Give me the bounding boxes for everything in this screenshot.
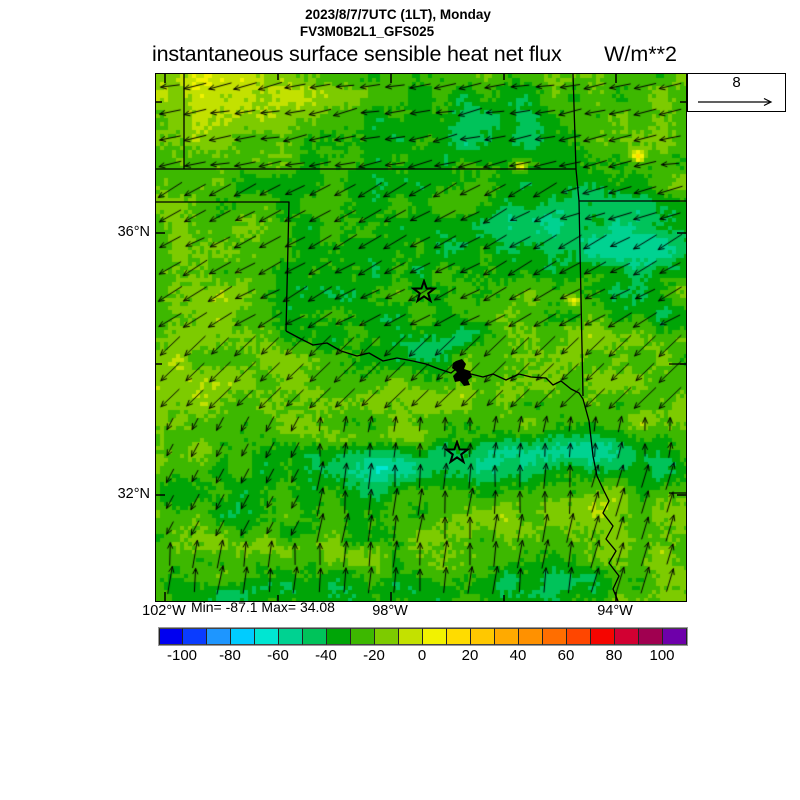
wind-reference-arrow-icon xyxy=(698,97,773,107)
units-label: W/m**2 xyxy=(604,42,677,66)
colorbar-cell xyxy=(207,628,231,645)
colorbar-cell xyxy=(183,628,207,645)
heat-flux-field-canvas xyxy=(156,74,686,601)
border-oklahoma-panhandle-texas xyxy=(156,201,290,332)
wind-reference-legend: 8 xyxy=(687,73,786,112)
borders-rivers-overlay xyxy=(156,74,686,601)
colorbar-cell xyxy=(159,628,183,645)
colorbar-cell xyxy=(231,628,255,645)
colorbar-tick-label: 100 xyxy=(649,647,675,664)
colorbar-tick-label: 40 xyxy=(509,647,527,664)
colorbar-cell xyxy=(351,628,375,645)
lat-tick-label: 36°N xyxy=(117,224,150,240)
colorbar-tick-label: -40 xyxy=(315,647,337,664)
colorbar-cell xyxy=(615,628,639,645)
colorbar-tick-label: -20 xyxy=(363,647,385,664)
star-icon xyxy=(443,438,471,465)
colorbar-cell xyxy=(399,628,423,645)
colorbar-cell xyxy=(519,628,543,645)
colorbar-cell xyxy=(255,628,279,645)
colorbar-cell xyxy=(543,628,567,645)
colorbar-cell xyxy=(327,628,351,645)
colorbar-tick-label: 20 xyxy=(461,647,479,664)
colorbar-cell xyxy=(303,628,327,645)
lat-tick-label: 32°N xyxy=(117,486,150,502)
colorbar-tick-label: 80 xyxy=(605,647,623,664)
lon-tick-label: 98°W xyxy=(372,603,408,619)
colorbar-tick-label: 60 xyxy=(557,647,575,664)
city-star-marker-dallas xyxy=(443,438,471,466)
model-run-title: FV3M0B2L1_GFS025 xyxy=(299,24,435,39)
colorbar-cell xyxy=(495,628,519,645)
colorbar-cell xyxy=(423,628,447,645)
colorbar-tick-label: -80 xyxy=(219,647,241,664)
city-star-marker-okc xyxy=(410,277,438,305)
colorbar-cell xyxy=(447,628,471,645)
colorbar-cell xyxy=(639,628,663,645)
colorbar-cell xyxy=(375,628,399,645)
colorbar-cell xyxy=(663,628,687,645)
lake-texoma xyxy=(452,359,472,386)
sabine-river-texas-louisiana-border xyxy=(602,490,620,601)
colorbar-tick-label: -60 xyxy=(267,647,289,664)
border-oklahoma-missouri-arkansas xyxy=(572,74,584,397)
border-texas-arkansas xyxy=(582,398,605,492)
min-max-stats: Min= -87.1 Max= 34.08 xyxy=(191,599,335,615)
lon-tick-label: 102°W xyxy=(142,603,186,619)
colorbar xyxy=(158,627,688,646)
colorbar-cell xyxy=(471,628,495,645)
colorbar-tick-label: -100 xyxy=(166,647,198,664)
colorbar-cell xyxy=(591,628,615,645)
red-river-texas-oklahoma-border xyxy=(285,330,584,400)
datetime-title: 2023/8/7/7UTC (1LT), Monday xyxy=(305,7,491,22)
wind-reference-value: 8 xyxy=(732,74,741,91)
map-plot-area xyxy=(155,73,687,602)
colorbar-cell xyxy=(279,628,303,645)
colorbar-cell xyxy=(567,628,591,645)
lon-tick-label: 94°W xyxy=(597,603,633,619)
page-title: instantaneous surface sensible heat net … xyxy=(152,42,562,66)
star-icon xyxy=(410,277,438,304)
colorbar-tick-label: 0 xyxy=(417,647,427,664)
